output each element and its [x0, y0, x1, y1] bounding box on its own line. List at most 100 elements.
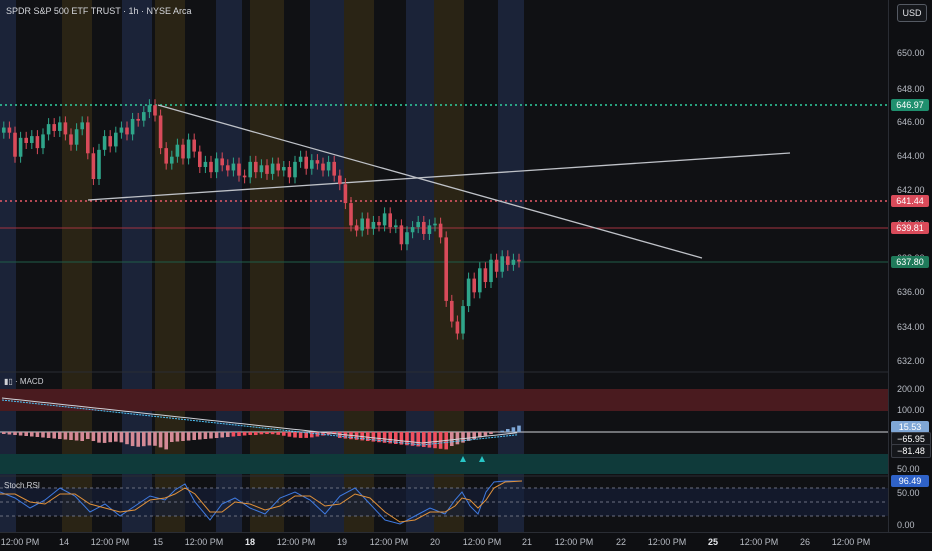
candle-body [2, 128, 6, 133]
candle-body [360, 219, 364, 231]
candle-body [405, 232, 409, 244]
candle-body [416, 222, 420, 227]
macd-bar [58, 432, 62, 439]
macd-bar [187, 432, 191, 441]
candle-body [192, 140, 196, 152]
macd-bar [120, 432, 124, 442]
stoch-tick: 50.00 [897, 488, 920, 498]
macd-bar [226, 432, 230, 437]
macd-bar [24, 432, 28, 436]
macd-bar [517, 426, 521, 432]
time-tick: 12:00 PM [277, 537, 316, 547]
candle-body [19, 138, 23, 157]
macd-bar [2, 432, 6, 434]
candle-body [422, 222, 426, 234]
candle-body [489, 260, 493, 282]
macd-bar [433, 432, 437, 448]
candle-body [243, 176, 247, 178]
macd-bar [248, 432, 252, 435]
macd-bar [47, 432, 51, 438]
macd-bar [299, 432, 303, 438]
candle-body [69, 134, 73, 144]
macd-bar [500, 431, 504, 432]
time-axis[interactable]: 12:00 PM 14 12:00 PM 15 12:00 PM 18 12:0… [0, 532, 932, 551]
macd-bar [215, 432, 219, 438]
candle-body [388, 213, 392, 227]
candle-body [220, 158, 224, 165]
candle-body [517, 260, 521, 262]
price-tag-639: 639.81 [891, 222, 929, 234]
ascending-trendline [88, 153, 790, 200]
price-tick: 636.00 [897, 287, 925, 297]
candle-body [265, 165, 269, 174]
macd-bar [114, 432, 118, 442]
time-tick: 19 [337, 537, 347, 547]
macd-bar [153, 432, 157, 446]
candle-body [271, 164, 275, 174]
macd-bar [512, 427, 516, 432]
macd-bar [97, 432, 101, 443]
candle-body [215, 158, 219, 172]
candle-body [484, 268, 488, 282]
macd-bar [450, 432, 454, 446]
macd-bar [209, 432, 213, 439]
candle-body [338, 176, 342, 185]
macd-bar [41, 432, 45, 438]
macd-bar [276, 432, 280, 435]
candle-body [248, 162, 252, 177]
price-tick: 646.00 [897, 117, 925, 127]
macd-bar [148, 432, 152, 445]
time-tick: 20 [430, 537, 440, 547]
candle-body [131, 119, 135, 134]
macd-bar [159, 432, 163, 447]
candle-body [478, 268, 482, 292]
time-tick: 25 [708, 537, 718, 547]
candle-body [103, 136, 107, 150]
macd-bar [86, 432, 90, 439]
candle-body [472, 279, 476, 293]
macd-bar [338, 432, 342, 438]
candle-body [75, 129, 79, 144]
candle-body [450, 301, 454, 322]
price-tag-last: 637.80 [891, 256, 929, 268]
time-tick: 15 [153, 537, 163, 547]
macd-bar [36, 432, 40, 437]
candle-body [282, 167, 286, 170]
macd-bar [108, 432, 112, 442]
macd-bar [204, 432, 208, 439]
currency-button[interactable]: USD [897, 4, 927, 22]
candle-body [512, 260, 516, 265]
time-tick: 12:00 PM [185, 537, 224, 547]
candle-body [288, 167, 292, 177]
candle-body [142, 112, 146, 121]
macd-bar [484, 432, 488, 436]
stoch-tick: 0.00 [897, 520, 915, 530]
time-tick: 18 [245, 537, 255, 547]
candle-body [36, 136, 40, 148]
macd-tick: 50.00 [897, 464, 920, 474]
macd-bar [271, 432, 275, 434]
price-tag-646: 646.97 [891, 99, 929, 111]
price-axis[interactable]: USD 650.00 648.00 646.00 644.00 642.00 6… [888, 0, 932, 532]
time-tick: 12:00 PM [648, 537, 687, 547]
price-tick: 634.00 [897, 322, 925, 332]
macd-legend-label[interactable]: ▮▯ · MACD [4, 377, 43, 386]
macd-bar [103, 432, 107, 443]
macd-bar [489, 432, 493, 434]
candle-body [433, 224, 437, 226]
candle-body [52, 124, 56, 131]
stoch-legend-label[interactable]: Stoch RSI [4, 481, 40, 490]
candle-body [153, 105, 157, 115]
macd-bar [506, 429, 510, 432]
candle-body [276, 164, 280, 171]
candle-body [506, 256, 510, 265]
price-tick: 650.00 [897, 48, 925, 58]
macd-bar [75, 432, 79, 441]
macd-upper-zone [0, 389, 888, 411]
macd-bar [243, 432, 247, 436]
candle-body [444, 237, 448, 301]
candle-body [461, 306, 465, 333]
price-tick: 632.00 [897, 356, 925, 366]
chart-plot-area[interactable]: SPDR S&P 500 ETF TRUST · 1h · NYSE Arca … [0, 0, 888, 532]
candle-body [176, 145, 180, 157]
